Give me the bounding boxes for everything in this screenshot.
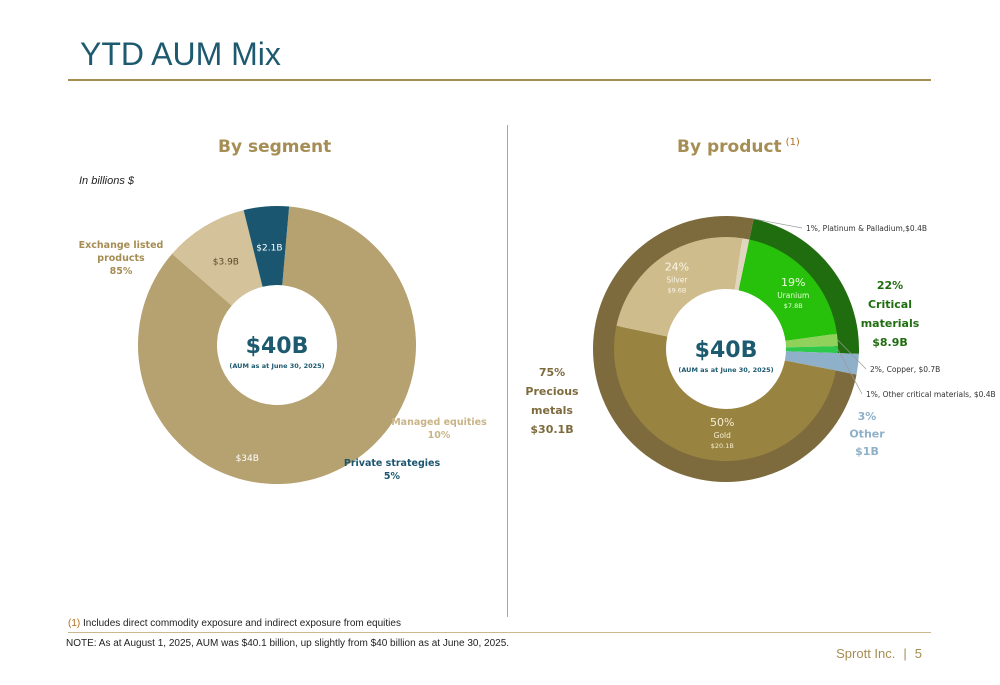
product-group-label: Precious (525, 385, 579, 398)
product-group-label: $1B (855, 445, 879, 458)
product-inner-label: Gold (714, 431, 731, 440)
product-group-label: 22% (877, 279, 903, 292)
segment-category-label: products (97, 253, 145, 264)
segment-slice-etp (138, 206, 416, 485)
footnote-mark: (1) (68, 618, 81, 629)
product-callout-line (837, 349, 863, 395)
segment-value-label: $2.1B (256, 243, 282, 253)
footer-note: NOTE: As at August 1, 2025, AUM was $40.… (66, 638, 510, 649)
segment-slice-managed_equities (172, 210, 263, 306)
segment-category-label: Exchange listed (79, 240, 164, 251)
footer-separator: | (903, 646, 907, 661)
product-inner-slice-other (784, 351, 838, 371)
product-inner-slice-uranium (738, 239, 837, 341)
segment-category-label: Managed equities (391, 417, 487, 428)
footnote-text: Includes direct commodity exposure and i… (83, 618, 401, 629)
segment-value-label: $3.9B (213, 257, 239, 267)
panel-divider (507, 125, 508, 617)
product-callout-label: 1%, Platinum & Palladium,$0.4B (806, 224, 927, 233)
product-title-footnote-mark: (1) (785, 137, 800, 149)
product-group-label: 75% (539, 366, 565, 379)
product-callout-line (749, 217, 803, 229)
product-group-label: $30.1B (530, 423, 573, 436)
page-number: 5 (914, 646, 922, 661)
unit-note: In billions $ (79, 175, 135, 187)
product-inner-label: $9.6B (667, 286, 686, 294)
product-callout-label: 2%, Copper, $0.7B (870, 365, 940, 374)
segment-slice-private_strategies (243, 206, 290, 287)
product-inner-label: 50% (710, 416, 734, 429)
product-callout-line (837, 339, 867, 370)
segment-category-label: 85% (110, 266, 133, 277)
page-title: YTD AUM Mix (80, 36, 281, 72)
title-rule (68, 79, 931, 81)
product-inner-slice-copper (785, 333, 838, 348)
product-inner-label: Silver (666, 275, 688, 284)
product-group-label: 3% (858, 410, 877, 423)
segment-category-label: 10% (428, 430, 451, 441)
product-group-label: $8.9B (872, 336, 908, 349)
product-group-label: materials (861, 317, 920, 330)
product-inner-slice-silver (616, 236, 743, 337)
product-chart-title-wrap: By product (1) (677, 137, 800, 157)
segment-center-caption: (AUM as at June 30, 2025) (229, 362, 324, 370)
product-callout-label: 1%, Other critical materials, $0.4B (866, 390, 996, 399)
product-inner-label: 24% (665, 260, 689, 273)
product-inner-label: $20.1B (711, 442, 734, 450)
segment-category-label: 5% (384, 471, 401, 482)
product-inner-label: $7.8B (784, 302, 803, 310)
product-group-label: metals (531, 404, 573, 417)
segment-category-label: Private strategies (344, 458, 441, 469)
product-center-value: $40B (695, 338, 758, 363)
footnote: (1) Includes direct commodity exposure a… (68, 618, 401, 629)
product-chart-title: By product (677, 137, 782, 157)
footer-rule (68, 632, 931, 633)
product-group-label: Critical (868, 298, 912, 311)
segment-chart-title: By segment (218, 137, 332, 157)
footer-brand: Sprott Inc. | 5 (836, 646, 922, 661)
product-inner-label: 19% (781, 276, 805, 289)
segment-value-label: $34B (236, 454, 259, 464)
product-group-label: Other (849, 428, 885, 441)
product-inner-label: Uranium (777, 291, 809, 300)
product-inner-slice-gold (614, 325, 836, 461)
company-name: Sprott Inc. (836, 646, 896, 661)
product-center-caption: (AUM as at June 30, 2025) (678, 366, 773, 374)
product-inner-slice-other_critical (785, 346, 839, 354)
product-inner-slice-platinum (734, 238, 750, 291)
segment-center-value: $40B (246, 334, 309, 359)
